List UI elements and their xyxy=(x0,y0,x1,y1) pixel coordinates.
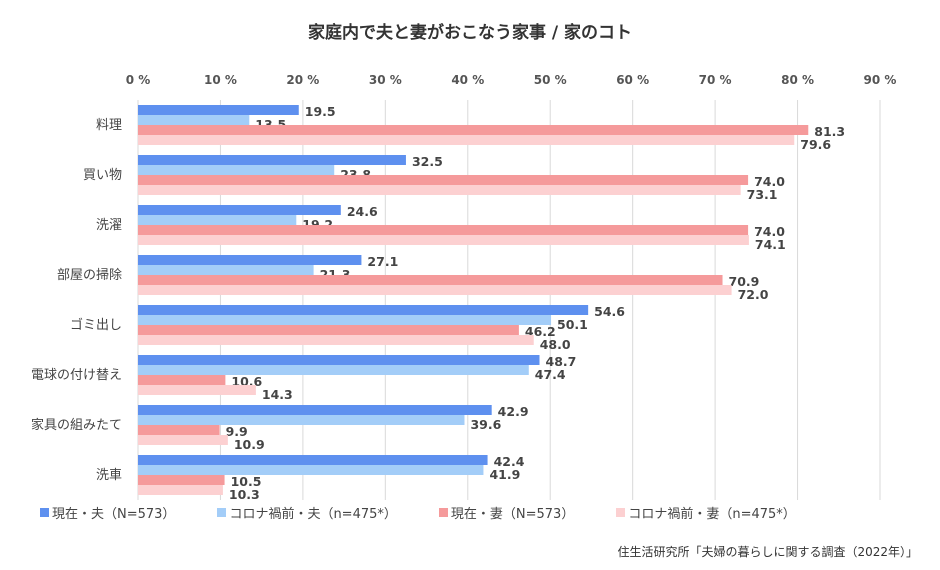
bar xyxy=(138,135,795,145)
data-label: 39.6 xyxy=(470,417,501,432)
data-label: 48.0 xyxy=(540,337,571,352)
bar xyxy=(138,215,297,225)
x-tick-label: 70 % xyxy=(699,73,732,87)
bar xyxy=(138,355,540,365)
data-label: 41.9 xyxy=(489,467,520,482)
x-tick-label: 50 % xyxy=(534,73,567,87)
legend: 現在・夫（N=573） コロナ禍前・夫（n=475*） 現在・妻（N=573） コロナ… xyxy=(40,503,796,522)
bar xyxy=(138,485,223,495)
x-tick-label: 30 % xyxy=(369,73,402,87)
legend-swatch xyxy=(40,508,49,517)
x-tick-label: 60 % xyxy=(616,73,649,87)
x-tick-label: 20 % xyxy=(286,73,319,87)
data-label: 27.1 xyxy=(367,254,398,269)
legend-label: 現在・夫（N=573） xyxy=(52,507,176,522)
legend-item: 現在・妻（N=573） xyxy=(438,503,575,522)
data-label: 74.0 xyxy=(754,174,785,189)
data-label: 81.3 xyxy=(814,124,845,139)
bar xyxy=(138,235,749,245)
bar xyxy=(138,225,749,235)
bar xyxy=(138,285,732,295)
legend-item: コロナ禍前・妻（n=475*） xyxy=(616,503,796,522)
data-label: 54.6 xyxy=(594,304,625,319)
category-label: 洗濯 xyxy=(96,218,122,233)
data-label: 70.9 xyxy=(729,274,760,289)
legend-label: コロナ禍前・夫（n=475*） xyxy=(229,507,397,522)
x-tick-label: 80 % xyxy=(781,73,814,87)
x-tick-label: 0 % xyxy=(126,73,151,87)
category-label: 部屋の掃除 xyxy=(57,267,122,283)
category-label: ゴミ出し xyxy=(70,317,122,333)
bar xyxy=(138,385,256,395)
bar xyxy=(138,125,809,135)
bar xyxy=(138,205,341,215)
category-label: 買い物 xyxy=(83,168,122,183)
data-label: 48.7 xyxy=(546,354,577,369)
bar xyxy=(138,105,299,115)
data-label: 74.0 xyxy=(754,224,785,239)
legend-swatch xyxy=(616,508,626,517)
bar xyxy=(138,365,529,375)
bar xyxy=(138,405,492,415)
bar xyxy=(138,415,465,425)
bar xyxy=(138,115,250,125)
data-label: 73.1 xyxy=(747,187,778,202)
data-label: 19.5 xyxy=(305,104,336,119)
bar xyxy=(138,275,723,285)
legend-swatch xyxy=(438,508,448,517)
category-label: 洗車 xyxy=(96,468,122,483)
bar xyxy=(138,255,362,265)
bar xyxy=(138,325,519,335)
bar xyxy=(138,455,488,465)
data-label: 24.6 xyxy=(347,204,378,219)
data-label: 79.6 xyxy=(800,137,831,152)
bar xyxy=(138,155,406,165)
legend-item: 現在・夫（N=573） xyxy=(40,503,175,522)
bar xyxy=(138,375,226,385)
bar xyxy=(138,475,225,485)
data-label: 14.3 xyxy=(262,387,293,402)
x-tick-label: 10 % xyxy=(204,73,237,87)
chart-title: 家庭内で夫と妻がおこなう家事 / 家のコト xyxy=(307,23,633,43)
bar xyxy=(138,165,335,175)
data-label: 9.9 xyxy=(226,424,248,439)
data-label: 74.1 xyxy=(755,237,786,252)
category-label: 家具の組みたて xyxy=(31,417,122,433)
bar xyxy=(138,315,552,325)
data-label: 32.5 xyxy=(412,154,443,169)
category-label: 電球の付け替え xyxy=(31,368,122,383)
source-note: 住生活研究所「夫婦の暮らしに関する調査（2022年）」 xyxy=(617,545,918,559)
bar xyxy=(138,185,741,195)
data-label: 50.1 xyxy=(557,317,588,332)
data-label: 42.9 xyxy=(498,404,529,419)
bar xyxy=(138,425,220,435)
legend-label: コロナ禍前・妻（n=475*） xyxy=(628,507,796,522)
legend-swatch xyxy=(217,508,227,517)
legend-item: コロナ禍前・夫（n=475*） xyxy=(217,503,397,522)
data-label: 10.5 xyxy=(231,474,262,489)
bar xyxy=(138,305,589,315)
x-tick-label: 40 % xyxy=(451,73,484,87)
bar xyxy=(138,175,749,185)
bar xyxy=(138,465,484,475)
category-label: 料理 xyxy=(96,118,122,133)
legend-label: 現在・妻（N=573） xyxy=(450,507,575,522)
bar xyxy=(138,435,228,445)
data-label: 42.4 xyxy=(494,454,525,469)
bar xyxy=(138,265,314,275)
data-label: 72.0 xyxy=(738,287,769,302)
data-label: 10.9 xyxy=(234,437,265,452)
x-tick-label: 90 % xyxy=(864,73,897,87)
bar xyxy=(138,335,534,345)
data-label: 10.3 xyxy=(229,487,260,502)
data-label: 47.4 xyxy=(535,367,566,382)
